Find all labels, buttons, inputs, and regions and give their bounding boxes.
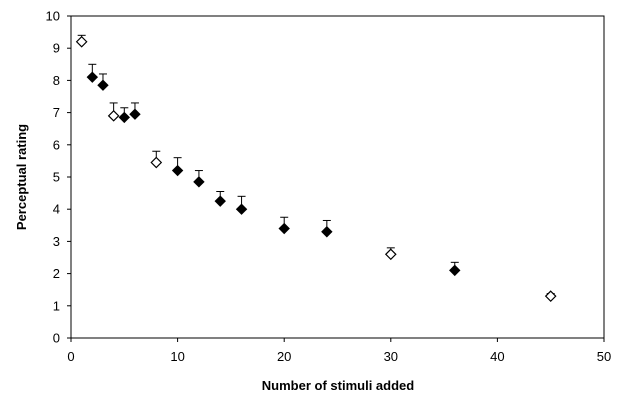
- x-tick-label: 20: [277, 349, 291, 364]
- filled-diamond-marker: [278, 222, 290, 235]
- filled-diamond-marker: [129, 108, 141, 120]
- open-diamond-marker: [384, 248, 397, 261]
- axes: 0 1 2 3 4 5 6 7 8 9 10 0 10 20 30 40 50: [46, 9, 612, 365]
- y-tick-label: 0: [53, 331, 60, 346]
- x-axis-title: Number of stimuli added: [262, 378, 414, 393]
- y-tick-label: 1: [53, 298, 60, 313]
- filled-diamond-marker: [97, 79, 109, 91]
- filled-diamond-marker: [449, 264, 461, 277]
- filled-diamond-marker: [118, 111, 131, 124]
- y-tick-label: 8: [53, 73, 60, 88]
- y-tick-label: 6: [53, 137, 60, 152]
- x-tick-label: 10: [170, 349, 184, 364]
- y-axis-title: Perceptual rating: [14, 124, 29, 230]
- y-tick-label: 7: [53, 105, 60, 120]
- y-tick-label: 3: [53, 234, 60, 249]
- x-tick-label: 30: [384, 349, 398, 364]
- filled-diamond-marker: [235, 203, 248, 215]
- data-markers: [75, 35, 557, 302]
- open-diamond-marker: [544, 290, 557, 302]
- y-tick-label: 2: [53, 266, 60, 281]
- x-tick-label: 40: [490, 349, 504, 364]
- filled-diamond-marker: [171, 164, 184, 177]
- filled-diamond-marker: [321, 226, 333, 238]
- x-tick-label: 50: [597, 349, 611, 364]
- open-diamond-marker: [150, 156, 163, 169]
- error-bars: [77, 34, 555, 295]
- open-diamond-marker: [107, 109, 120, 122]
- open-diamond-marker: [75, 35, 88, 48]
- filled-diamond-marker: [86, 71, 99, 83]
- x-tick-label: 0: [67, 349, 74, 364]
- y-tick-label: 5: [53, 170, 60, 185]
- y-tick-label: 10: [46, 9, 60, 24]
- filled-diamond-marker: [193, 176, 205, 188]
- filled-diamond-marker: [214, 195, 226, 207]
- y-tick-label: 4: [53, 202, 60, 217]
- y-tick-label: 9: [53, 41, 60, 56]
- plot-frame: [70, 15, 605, 339]
